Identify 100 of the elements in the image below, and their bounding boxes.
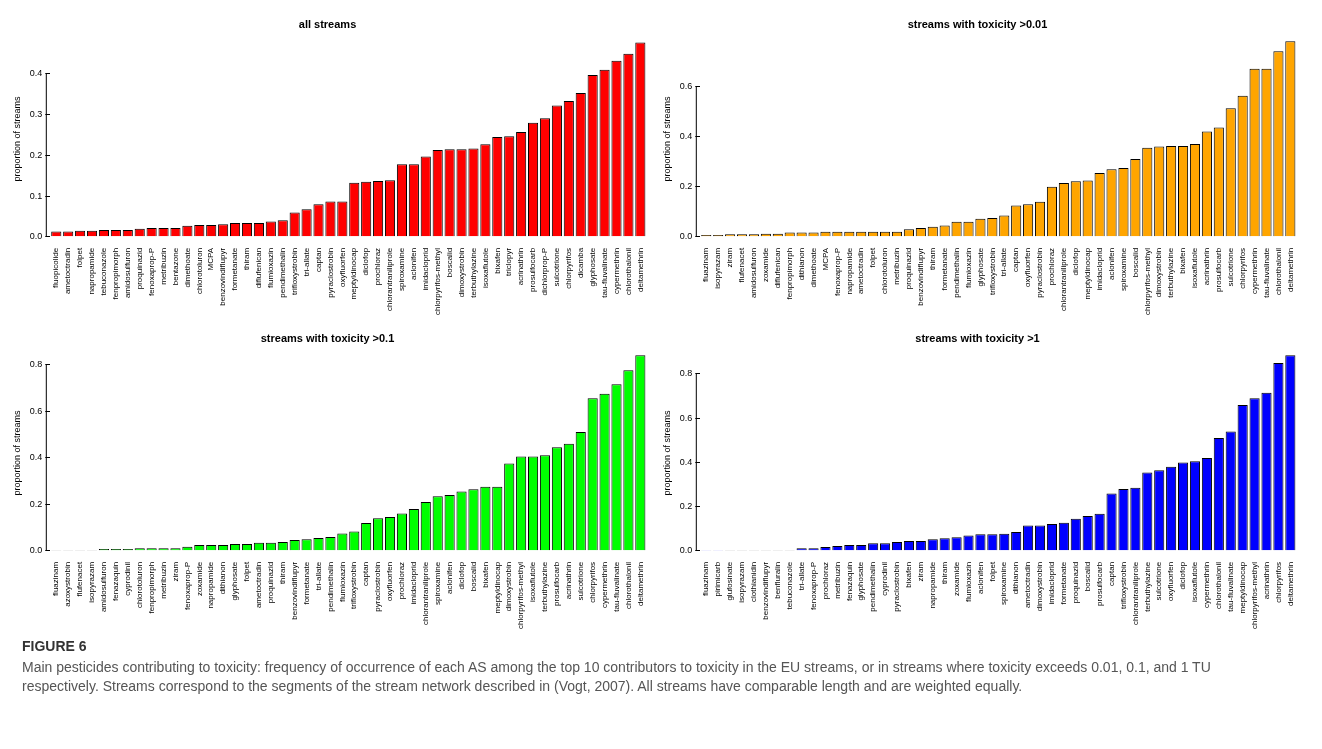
x-tick-label: captan	[1011, 247, 1021, 272]
x-tick-label: chlorotoluron	[880, 247, 890, 295]
x-tick-label: isopyrazam	[87, 561, 97, 603]
x-tick-label: fenpropimorph	[146, 561, 156, 614]
x-tick-label: tau-fluvalinate	[599, 247, 609, 298]
x-tick-label: dichlorprop-P	[540, 247, 550, 296]
x-tick-label: tri-allate	[796, 561, 806, 591]
x-tick-label: terbuthylazine	[1142, 561, 1152, 612]
x-tick-label: isoxaflutole	[480, 247, 490, 288]
x-tick-label: sulcotrione	[1225, 247, 1235, 287]
x-tick-label: trifloxystrobin	[289, 247, 299, 295]
x-tick-label: spiroxamine	[432, 561, 442, 606]
x-tick-label: tri-allate	[301, 247, 311, 277]
x-tick-label: tebuconazole	[784, 561, 794, 610]
x-tick-label: glyphosate	[856, 561, 866, 601]
y-tick-label: 0.0	[679, 231, 693, 242]
x-tick-label: formetanate	[1059, 561, 1069, 605]
x-tick-label: cypermethrin	[1202, 561, 1212, 609]
x-tick-label: chlorantraniliprole	[385, 247, 395, 312]
x-tick-label: sulcotrione	[552, 247, 562, 287]
x-tick-label: spiroxamine	[999, 561, 1009, 606]
x-tick-label: bixafen	[904, 561, 914, 588]
x-tick-label: fenazaquin	[111, 561, 121, 602]
x-tick-label: prosulfocarb	[528, 247, 538, 292]
x-tick-label: cypermethrin	[1249, 247, 1259, 295]
x-tick-label: fluazinam	[701, 561, 711, 597]
x-tick-label: aclonifen	[975, 561, 985, 594]
x-tick-label: ametoctradin	[254, 561, 264, 609]
y-tick-label: 0.4	[29, 68, 43, 79]
x-tick-label: flumioxazin	[963, 247, 973, 288]
x-tick-label: pyraclostrobin	[325, 247, 335, 298]
x-tick-label: napropamide	[927, 561, 937, 609]
x-tick-label: dithianon	[218, 561, 228, 595]
x-tick-label: chlorpyrifos-methyl	[516, 561, 526, 630]
x-tick-label: fenpropimorph	[111, 247, 121, 300]
x-tick-label: boscalid	[1082, 561, 1092, 592]
x-tick-label: clothianidin	[749, 561, 759, 602]
x-tick-label: MCPA	[820, 247, 830, 271]
chart-title: all streams	[298, 17, 357, 30]
x-tick-label: napropamide	[844, 247, 854, 295]
x-tick-label: dimoxystrobin	[1154, 247, 1164, 298]
x-tick-label: isoxaflutole	[1190, 247, 1200, 288]
x-tick-label: proquinazid	[904, 247, 914, 290]
x-tick-label: meptyldinocap	[492, 561, 502, 614]
x-tick-label: isopyrazam	[737, 561, 747, 603]
x-tick-label: fenoxaprop-P	[832, 247, 842, 296]
chart-title: streams with toxicity >1	[915, 331, 1040, 344]
x-tick-label: benzovindiflupyr	[916, 247, 926, 306]
y-axis-title: proportion of streams	[11, 410, 22, 496]
x-tick-label: aclonifen	[1106, 247, 1116, 280]
x-tick-label: dicamba	[575, 247, 585, 279]
x-tick-label: tebuconazole	[99, 247, 109, 296]
x-tick-label: chlorpyrifos	[1237, 247, 1247, 289]
y-tick-label: 0.6	[29, 405, 43, 416]
x-tick-label: oxyfluorfen	[337, 247, 347, 288]
y-tick-label: 0.3	[29, 109, 43, 120]
caption: FIGURE 6	[22, 638, 88, 654]
x-tick-label: benzovindiflupyr	[289, 561, 299, 620]
x-tick-label: dimethoate	[182, 247, 192, 288]
x-tick-label: flumioxazin	[266, 247, 276, 288]
x-tick-label: chlorantraniliprole	[1130, 561, 1140, 626]
x-tick-label: flumioxazin	[337, 561, 347, 602]
x-tick-label: prosulfocarb	[552, 561, 562, 606]
x-tick-label: chlorotoluron	[194, 247, 204, 295]
x-tick-label: pyraclostrobin	[373, 561, 383, 612]
x-tick-label: proquinazid	[266, 561, 276, 604]
x-tick-label: diclofop	[1070, 247, 1080, 276]
x-tick-label: ziram	[916, 561, 926, 582]
x-tick-label: bixafen	[492, 247, 502, 274]
x-tick-label: prochloraz	[373, 247, 383, 286]
x-tick-label: terbuthylazine	[1166, 247, 1176, 298]
x-tick-label: acrinathrin	[564, 561, 574, 600]
x-tick-label: sulcotrione	[575, 561, 585, 601]
x-tick-label: ametoctradin	[63, 247, 73, 295]
y-tick-label: 0.2	[679, 501, 693, 512]
x-tick-label: acrinathrin	[1261, 561, 1271, 600]
x-tick-label: diclofop	[1178, 561, 1188, 590]
x-tick-label: meptyldinocap	[349, 247, 359, 300]
x-tick-label: oxyfluorfen	[385, 561, 395, 602]
y-tick-label: 0.2	[679, 181, 693, 192]
x-tick-label: prosulfocarb	[1214, 247, 1224, 292]
y-tick-label: 0.4	[679, 456, 693, 467]
x-tick-label: diflufenican	[254, 247, 264, 289]
x-tick-label: prosulfocarb	[1094, 561, 1104, 606]
x-tick-label: chlorothalonil	[1214, 561, 1224, 610]
x-tick-label: triclopyr	[504, 247, 514, 276]
x-tick-label: napropamide	[87, 247, 97, 295]
x-tick-label: imidacloprid	[1047, 561, 1057, 605]
x-tick-label: imidacloprid	[1094, 247, 1104, 291]
x-tick-label: dimoxystrobin	[504, 561, 514, 612]
x-tick-label: trifloxystrobin	[987, 247, 997, 295]
x-tick-label: thiram	[242, 247, 252, 271]
x-tick-label: captan	[313, 247, 323, 272]
y-tick-label: 0.1	[29, 190, 43, 201]
x-tick-label: ametoctradin	[1023, 561, 1033, 609]
x-tick-label: pyraclostrobin	[1035, 247, 1045, 298]
x-tick-label: chlorothalonil	[623, 247, 633, 296]
x-tick-label: acrinathrin	[516, 247, 526, 286]
x-tick-label: dimethoate	[808, 247, 818, 288]
x-tick-label: zoxamide	[194, 561, 204, 597]
